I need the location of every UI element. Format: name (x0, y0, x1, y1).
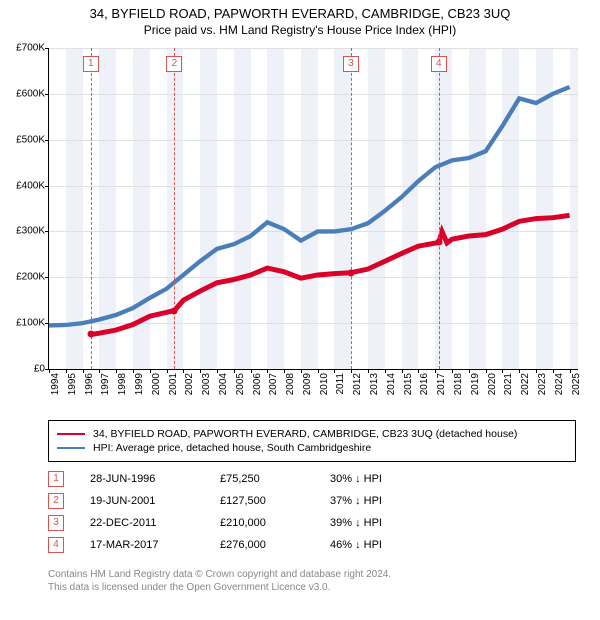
x-tick-label: 2023 (536, 373, 548, 395)
x-tick-label: 2024 (553, 373, 565, 395)
transaction-row: 3 22-DEC-2011£210,00039% ↓ HPI (48, 512, 538, 534)
x-tick-label: 2025 (570, 373, 582, 395)
x-tick-label: 2011 (334, 373, 346, 395)
y-tick-mark (45, 48, 49, 49)
x-tick-label: 1998 (116, 373, 128, 395)
x-tick-label: 2006 (251, 373, 263, 395)
sale-marker-label: 4 (431, 56, 447, 72)
series-line-hpi (49, 87, 570, 325)
x-tick-label: 1994 (49, 373, 61, 395)
footer-line-1: Contains HM Land Registry data © Crown c… (48, 568, 391, 581)
x-tick-label: 2018 (452, 373, 464, 395)
transaction-row: 2 19-JUN-2001£127,50037% ↓ HPI (48, 490, 538, 512)
x-tick-label: 2012 (351, 373, 363, 395)
x-tick-label: 2016 (418, 373, 430, 395)
legend-item: 34, BYFIELD ROAD, PAPWORTH EVERARD, CAMB… (57, 427, 567, 441)
x-tick-label: 1999 (133, 373, 145, 395)
sale-marker-label: 2 (166, 56, 182, 72)
x-tick-label: 1995 (66, 373, 78, 395)
transaction-marker: 3 (48, 515, 64, 531)
x-tick-label: 2008 (284, 373, 296, 395)
sale-marker-label: 1 (83, 56, 99, 72)
footer-line-2: This data is licensed under the Open Gov… (48, 581, 391, 594)
sale-marker-line (439, 48, 440, 369)
x-tick-label: 2015 (402, 373, 414, 395)
x-tick-label: 2000 (150, 373, 162, 395)
transactions-table: 1 28-JUN-1996£75,25030% ↓ HPI 2 19-JUN-2001… (48, 468, 538, 556)
x-tick-label: 2013 (368, 373, 380, 395)
x-tick-label: 2019 (469, 373, 481, 395)
transaction-date: 22-DEC-2011 (90, 517, 220, 529)
x-tick-label: 1997 (99, 373, 111, 395)
chart-subtitle: Price paid vs. HM Land Registry's House … (0, 21, 600, 37)
transaction-price: £127,500 (220, 495, 330, 507)
transaction-row: 4 17-MAR-2017£276,00046% ↓ HPI (48, 534, 538, 556)
chart-lines (49, 48, 578, 369)
transaction-price: £210,000 (220, 517, 330, 529)
x-tick-label: 2001 (167, 373, 179, 395)
price-chart: £0£100K£200K£300K£400K£500K£600K£700K199… (48, 48, 578, 388)
x-tick-label: 2017 (435, 373, 447, 395)
sale-point (435, 239, 442, 246)
sale-marker-line (174, 48, 175, 369)
transaction-diff: 46% ↓ HPI (330, 539, 538, 551)
transaction-diff: 39% ↓ HPI (330, 517, 538, 529)
x-tick-label: 2014 (385, 373, 397, 395)
sale-point (347, 269, 354, 276)
transaction-row: 1 28-JUN-1996£75,25030% ↓ HPI (48, 468, 538, 490)
legend-swatch (57, 433, 85, 435)
transaction-marker: 4 (48, 537, 64, 553)
sale-point (87, 331, 94, 338)
x-tick-label: 2020 (486, 373, 498, 395)
transaction-date: 28-JUN-1996 (90, 473, 220, 485)
x-tick-label: 2021 (502, 373, 514, 395)
x-tick-label: 2007 (267, 373, 279, 395)
transaction-diff: 37% ↓ HPI (330, 495, 538, 507)
x-tick-label: 2010 (318, 373, 330, 395)
y-tick-mark (45, 277, 49, 278)
sale-marker-line (351, 48, 352, 369)
transaction-date: 19-JUN-2001 (90, 495, 220, 507)
sale-marker-label: 3 (343, 56, 359, 72)
attribution-footer: Contains HM Land Registry data © Crown c… (48, 568, 391, 594)
x-tick-label: 1996 (83, 373, 95, 395)
transaction-price: £75,250 (220, 473, 330, 485)
x-tick-label: 2009 (301, 373, 313, 395)
legend: 34, BYFIELD ROAD, PAPWORTH EVERARD, CAMB… (48, 420, 576, 462)
sale-point (171, 307, 178, 314)
x-tick-label: 2002 (183, 373, 195, 395)
chart-title: 34, BYFIELD ROAD, PAPWORTH EVERARD, CAMB… (0, 0, 600, 21)
x-tick-label: 2003 (200, 373, 212, 395)
legend-label: 34, BYFIELD ROAD, PAPWORTH EVERARD, CAMB… (93, 428, 517, 440)
legend-item: HPI: Average price, detached house, Sout… (57, 441, 567, 455)
plot-area: £0£100K£200K£300K£400K£500K£600K£700K199… (48, 48, 578, 370)
y-tick-mark (45, 140, 49, 141)
y-tick-mark (45, 94, 49, 95)
transaction-price: £276,000 (220, 539, 330, 551)
transaction-marker: 1 (48, 471, 64, 487)
y-tick-mark (45, 231, 49, 232)
transaction-marker: 2 (48, 493, 64, 509)
x-tick-label: 2022 (519, 373, 531, 395)
sale-marker-line (91, 48, 92, 369)
legend-label: HPI: Average price, detached house, Sout… (93, 442, 371, 454)
y-tick-mark (45, 323, 49, 324)
transaction-diff: 30% ↓ HPI (330, 473, 538, 485)
x-tick-label: 2005 (234, 373, 246, 395)
y-tick-mark (45, 186, 49, 187)
transaction-date: 17-MAR-2017 (90, 539, 220, 551)
x-tick-label: 2004 (217, 373, 229, 395)
legend-swatch (57, 447, 85, 449)
